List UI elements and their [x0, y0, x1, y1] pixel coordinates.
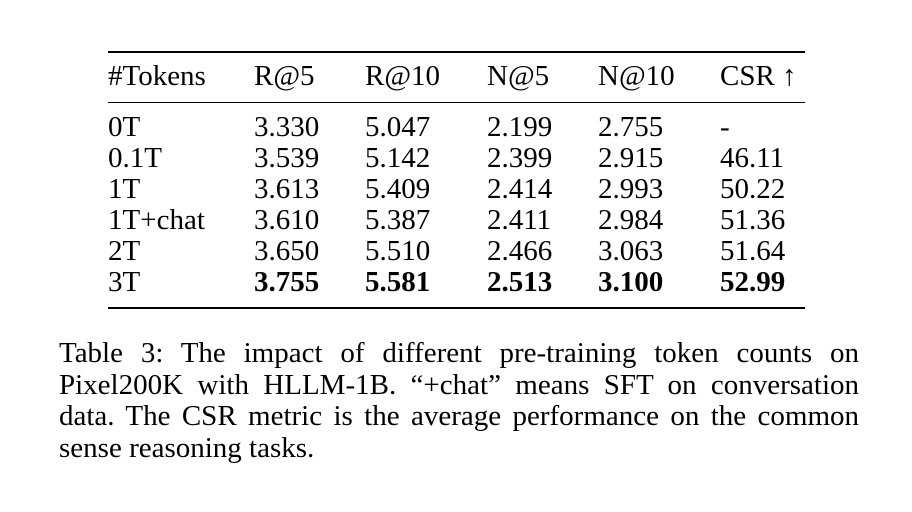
cell-n-at-5: 2.199	[487, 111, 553, 143]
table-row: 0.1T 3.539 5.142 2.399 2.915 46.11	[108, 143, 805, 174]
results-table: #Tokens R@5 R@10 N@5 N@10 CSR ↑ 0T 3.330…	[108, 51, 805, 309]
header-csr: CSR ↑	[720, 60, 797, 92]
cell-csr: 52.99	[720, 266, 786, 298]
cell-n-at-10: 2.915	[598, 142, 664, 174]
cell-n-at-10: 2.993	[598, 173, 664, 205]
header-tokens: #Tokens	[108, 60, 206, 92]
header-r-at-5: R@5	[254, 60, 315, 92]
table-caption: Table 3: The impact of different pre-tra…	[59, 337, 860, 464]
table-header: #Tokens R@5 R@10 N@5 N@10 CSR ↑	[108, 52, 805, 103]
caption-label: Table 3:	[59, 337, 164, 369]
cell-csr: 50.22	[720, 173, 786, 205]
cell-r-at-10: 5.387	[365, 204, 431, 236]
cell-n-at-5: 2.411	[487, 204, 552, 236]
cell-n-at-10: 3.063	[598, 235, 664, 267]
cell-r-at-5: 3.650	[254, 235, 320, 267]
cell-r-at-10: 5.581	[365, 266, 431, 298]
header-r-at-10: R@10	[365, 60, 441, 92]
cell-tokens: 0.1T	[108, 142, 162, 174]
cell-n-at-5: 2.466	[487, 235, 553, 267]
cell-r-at-5: 3.539	[254, 142, 320, 174]
cell-csr: 51.64	[720, 235, 786, 267]
cell-n-at-10: 3.100	[598, 266, 664, 298]
cell-tokens: 3T	[108, 266, 141, 298]
cell-n-at-5: 2.414	[487, 173, 553, 205]
cell-r-at-5: 3.330	[254, 111, 320, 143]
cell-r-at-10: 5.047	[365, 111, 431, 143]
cell-r-at-5: 3.610	[254, 204, 320, 236]
header-n-at-10: N@10	[598, 60, 675, 92]
cell-tokens: 0T	[108, 111, 141, 143]
table-row: 2T 3.650 5.510 2.466 3.063 51.64	[108, 236, 805, 267]
table-row: 1T 3.613 5.409 2.414 2.993 50.22	[108, 174, 805, 205]
cell-r-at-10: 5.409	[365, 173, 431, 205]
table-body: 0T 3.330 5.047 2.199 2.755 - 0.1T 3.539 …	[108, 103, 805, 308]
table-row: 0T 3.330 5.047 2.199 2.755 -	[108, 103, 805, 144]
cell-tokens: 1T	[108, 173, 141, 205]
cell-n-at-5: 2.399	[487, 142, 553, 174]
cell-tokens: 2T	[108, 235, 141, 267]
cell-r-at-5: 3.755	[254, 266, 320, 298]
table-row-best: 3T 3.755 5.581 2.513 3.100 52.99	[108, 267, 805, 308]
caption-text: The impact of different pre-training tok…	[59, 337, 860, 464]
cell-csr: 51.36	[720, 204, 786, 236]
cell-csr: -	[720, 111, 730, 143]
header-n-at-5: N@5	[487, 60, 550, 92]
cell-r-at-10: 5.142	[365, 142, 431, 174]
cell-csr: 46.11	[720, 142, 785, 174]
cell-r-at-5: 3.613	[254, 173, 320, 205]
cell-tokens: 1T+chat	[108, 204, 205, 236]
header-row: #Tokens R@5 R@10 N@5 N@10 CSR ↑	[108, 52, 805, 103]
results-table-container: #Tokens R@5 R@10 N@5 N@10 CSR ↑ 0T 3.330…	[108, 51, 805, 309]
cell-r-at-10: 5.510	[365, 235, 431, 267]
cell-n-at-10: 2.984	[598, 204, 664, 236]
cell-n-at-10: 2.755	[598, 111, 664, 143]
table-row: 1T+chat 3.610 5.387 2.411 2.984 51.36	[108, 205, 805, 236]
cell-n-at-5: 2.513	[487, 266, 553, 298]
